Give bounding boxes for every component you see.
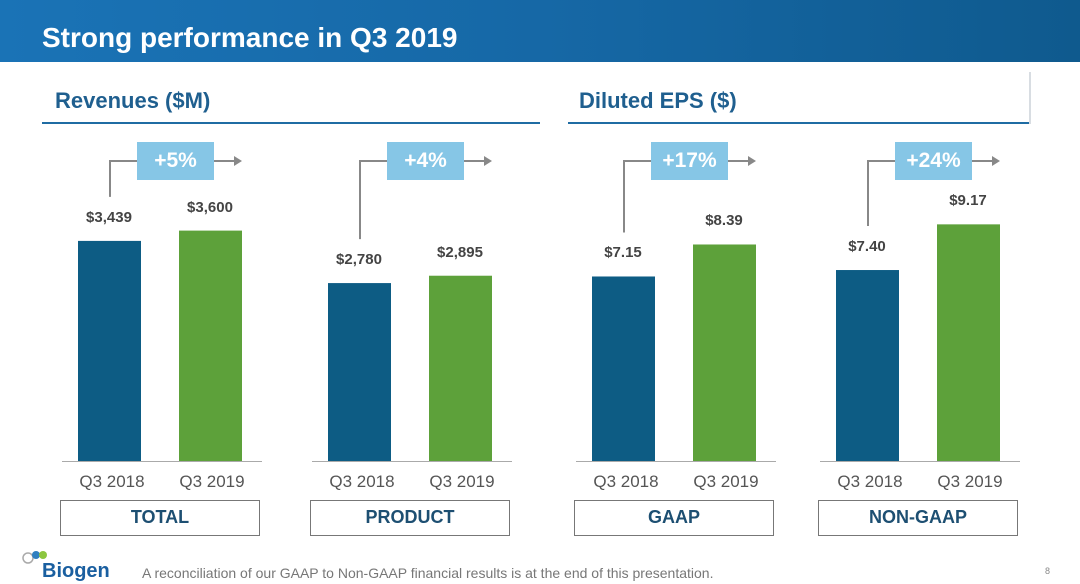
page-title: Strong performance in Q3 2019 [42,22,458,53]
value-label: $2,780 [336,251,382,269]
chart-svg [576,156,776,462]
category-label: PRODUCT [310,500,510,536]
section-divider [42,122,540,124]
growth-connector [867,160,895,227]
bar-q3-2018 [328,283,391,461]
bar-q3-2019 [693,244,756,461]
growth-connector [109,160,137,197]
arrow-icon [748,156,756,166]
growth-badge: +17% [651,142,728,180]
logo-icon [22,551,47,564]
x-tick-label: Q3 2018 [329,472,395,491]
x-tick-label: Q3 2018 [837,472,903,491]
bar-q3-2018 [78,240,141,461]
arrow-icon [234,156,242,166]
category-label: TOTAL [60,500,260,536]
header-bar [0,0,1080,62]
arrow-icon [484,156,492,166]
growth-connector [359,160,387,240]
chart-product: +4% $2,780 Q3 2018 $2,895 Q3 2019 PRODUCT [310,130,512,540]
bar-q3-2019 [429,275,492,461]
category-label: NON-GAAP [818,500,1018,536]
value-label: $7.15 [604,244,642,262]
x-tick-label: Q3 2019 [429,472,495,491]
x-tick-label: Q3 2018 [593,472,659,491]
footnote: A reconciliation of our GAAP to Non-GAAP… [142,565,714,581]
bar-q3-2018 [592,276,655,461]
value-label: $3,600 [187,198,233,216]
decorative-bar [1029,72,1031,124]
biogen-logo: Biogen [42,560,110,582]
growth-badge: +24% [895,142,972,180]
x-tick-label: Q3 2019 [693,472,759,491]
chart-svg [62,156,262,462]
chart-non-gaap: +24% $7.40 Q3 2018 $9.17 Q3 2019 NON-GAAP [818,130,1020,540]
value-label: $7.40 [848,238,886,256]
bar-q3-2019 [179,230,242,461]
bar-q3-2018 [836,270,899,461]
value-label: $8.39 [705,212,743,230]
category-label: GAAP [574,500,774,536]
growth-badge: +4% [387,142,464,180]
page-number: 8 [1045,566,1051,576]
value-label: $2,895 [437,243,483,261]
x-tick-label: Q3 2019 [179,472,245,491]
chart-svg [312,156,512,462]
section-divider [568,122,1030,124]
chart-gaap: +17% $7.15 Q3 2018 $8.39 Q3 2019 GAAP [574,130,776,540]
arrow-icon [992,156,1000,166]
growth-connector [623,160,651,233]
x-tick-label: Q3 2019 [937,472,1003,491]
value-label: $9.17 [949,192,987,210]
bar-q3-2019 [937,224,1000,461]
chart-svg [820,156,1020,462]
section-title-eps: Diluted EPS ($) [579,88,737,113]
x-tick-label: Q3 2018 [79,472,145,491]
value-label: $3,439 [86,208,132,226]
section-title-revenues: Revenues ($M) [55,88,211,113]
growth-badge: +5% [137,142,214,180]
chart-total: +5% $3,439 Q3 2018 $3,600 Q3 2019 TOTAL [60,130,262,540]
